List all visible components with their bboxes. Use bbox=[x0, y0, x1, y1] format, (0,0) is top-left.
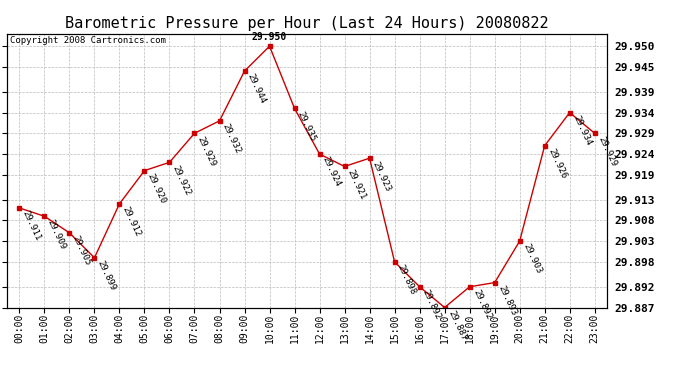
Text: 29.898: 29.898 bbox=[396, 263, 417, 296]
Text: 29.892: 29.892 bbox=[421, 288, 443, 321]
Text: 29.887: 29.887 bbox=[446, 309, 468, 342]
Text: 29.899: 29.899 bbox=[96, 259, 117, 292]
Text: 29.929: 29.929 bbox=[596, 135, 618, 168]
Text: 29.923: 29.923 bbox=[371, 160, 393, 193]
Text: 29.924: 29.924 bbox=[321, 155, 343, 189]
Text: 29.920: 29.920 bbox=[146, 172, 168, 205]
Text: 29.926: 29.926 bbox=[546, 147, 568, 180]
Text: Copyright 2008 Cartronics.com: Copyright 2008 Cartronics.com bbox=[10, 36, 166, 45]
Text: 29.905: 29.905 bbox=[71, 234, 92, 267]
Text: 29.929: 29.929 bbox=[196, 135, 217, 168]
Text: 29.909: 29.909 bbox=[46, 217, 68, 250]
Text: 29.934: 29.934 bbox=[571, 114, 593, 147]
Text: 29.911: 29.911 bbox=[21, 209, 43, 242]
Text: 29.893: 29.893 bbox=[496, 284, 518, 317]
Text: 29.932: 29.932 bbox=[221, 122, 243, 155]
Text: 29.950: 29.950 bbox=[252, 32, 287, 42]
Text: 29.944: 29.944 bbox=[246, 72, 268, 105]
Text: 29.935: 29.935 bbox=[296, 110, 317, 143]
Text: 29.921: 29.921 bbox=[346, 168, 368, 201]
Text: 29.903: 29.903 bbox=[521, 243, 543, 276]
Text: 29.922: 29.922 bbox=[171, 164, 193, 197]
Text: 29.912: 29.912 bbox=[121, 205, 143, 238]
Text: 29.892: 29.892 bbox=[471, 288, 493, 321]
Title: Barometric Pressure per Hour (Last 24 Hours) 20080822: Barometric Pressure per Hour (Last 24 Ho… bbox=[66, 16, 549, 31]
